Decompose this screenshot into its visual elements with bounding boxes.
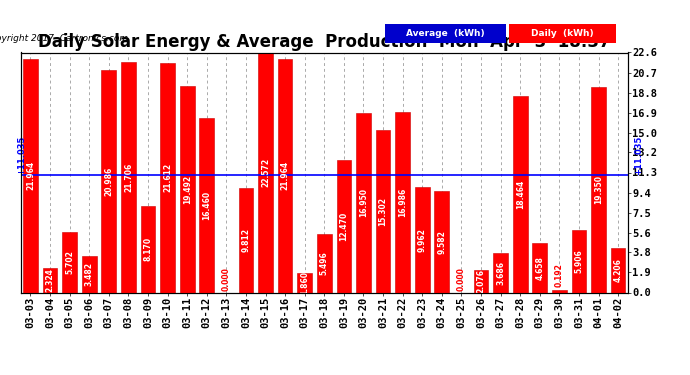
- Text: 16.986: 16.986: [398, 188, 407, 217]
- Text: 9.582: 9.582: [437, 230, 446, 254]
- Bar: [376, 130, 391, 292]
- Bar: [337, 160, 351, 292]
- Text: Copyright 2017  Cartronics.com: Copyright 2017 Cartronics.com: [0, 34, 128, 43]
- Text: 4.206: 4.206: [613, 258, 622, 282]
- Text: 1.860: 1.860: [300, 271, 309, 295]
- Bar: [552, 291, 566, 292]
- Bar: [23, 59, 38, 292]
- FancyBboxPatch shape: [385, 24, 506, 43]
- Title: Daily Solar Energy & Average  Production  Mon  Apr  3  18:37: Daily Solar Energy & Average Production …: [38, 33, 611, 51]
- Text: 0.192: 0.192: [555, 263, 564, 287]
- Bar: [199, 118, 214, 292]
- Bar: [395, 112, 410, 292]
- Text: 21.964: 21.964: [26, 161, 35, 190]
- Bar: [141, 206, 155, 292]
- Bar: [43, 268, 57, 292]
- Text: Daily  (kWh): Daily (kWh): [531, 29, 594, 38]
- Text: 2.324: 2.324: [46, 268, 55, 292]
- Bar: [533, 243, 547, 292]
- Text: 5.702: 5.702: [65, 250, 74, 274]
- Text: 5.496: 5.496: [319, 252, 329, 275]
- Text: 0.000: 0.000: [457, 267, 466, 291]
- Text: 9.962: 9.962: [417, 228, 426, 252]
- Text: 9.812: 9.812: [241, 228, 250, 252]
- Bar: [356, 112, 371, 292]
- Bar: [591, 87, 606, 292]
- Bar: [435, 191, 449, 292]
- Bar: [121, 62, 136, 292]
- Text: 19.350: 19.350: [594, 175, 603, 204]
- Text: 18.464: 18.464: [515, 180, 524, 209]
- Bar: [513, 96, 528, 292]
- Bar: [473, 270, 489, 292]
- Text: 12.470: 12.470: [339, 211, 348, 241]
- Text: 22.572: 22.572: [261, 158, 270, 187]
- Bar: [278, 59, 293, 292]
- FancyBboxPatch shape: [509, 24, 615, 43]
- Text: +11.035: +11.035: [634, 136, 643, 176]
- Text: 5.906: 5.906: [575, 249, 584, 273]
- Bar: [571, 230, 586, 292]
- Text: 0.000: 0.000: [222, 267, 231, 291]
- Bar: [82, 255, 97, 292]
- Text: 19.492: 19.492: [183, 174, 192, 204]
- Text: 2.076: 2.076: [477, 270, 486, 294]
- Bar: [62, 232, 77, 292]
- Bar: [239, 188, 253, 292]
- Text: 4.658: 4.658: [535, 256, 544, 280]
- Bar: [101, 70, 116, 292]
- Bar: [297, 273, 312, 292]
- Text: 3.482: 3.482: [85, 262, 94, 286]
- Bar: [611, 248, 625, 292]
- Text: 20.986: 20.986: [104, 166, 113, 196]
- Bar: [258, 53, 273, 292]
- Bar: [160, 63, 175, 292]
- Text: 21.706: 21.706: [124, 163, 133, 192]
- Bar: [493, 254, 508, 292]
- Text: 16.950: 16.950: [359, 188, 368, 217]
- Text: 16.460: 16.460: [202, 190, 211, 220]
- Text: 15.302: 15.302: [379, 197, 388, 226]
- Text: 8.170: 8.170: [144, 237, 152, 261]
- Bar: [180, 86, 195, 292]
- Text: 21.964: 21.964: [281, 161, 290, 190]
- Bar: [317, 234, 332, 292]
- Text: Average  (kWh): Average (kWh): [406, 29, 485, 38]
- Text: 21.612: 21.612: [163, 163, 172, 192]
- Bar: [415, 187, 430, 292]
- Text: +11.035: +11.035: [17, 136, 26, 176]
- Text: 3.686: 3.686: [496, 261, 505, 285]
